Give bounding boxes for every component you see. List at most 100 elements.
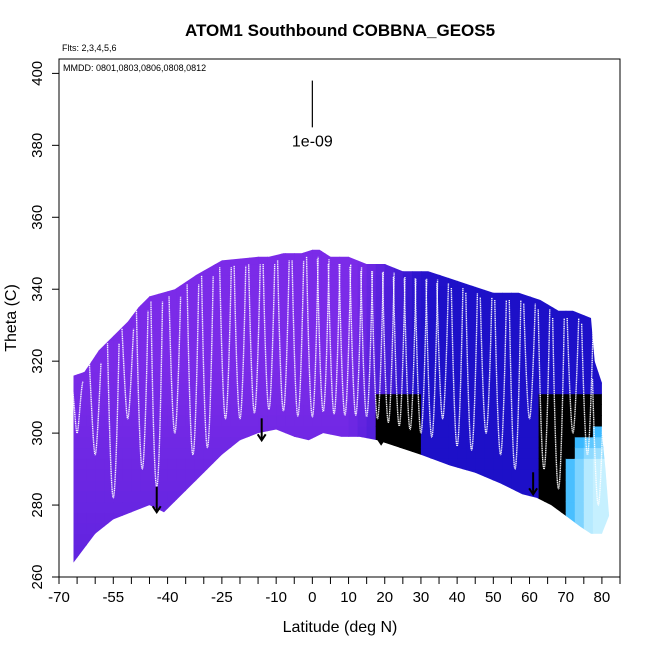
heatmap-cell — [249, 249, 259, 254]
heatmap-cell — [330, 307, 341, 319]
heatmap-cell — [312, 544, 322, 556]
heatmap-cell — [448, 274, 458, 287]
heatmap-cell — [230, 512, 241, 524]
heatmap-cell — [276, 523, 286, 535]
heatmap-cell — [230, 533, 241, 546]
heatmap-cell — [583, 339, 594, 351]
heatmap-cell — [212, 307, 223, 319]
heatmap-cell — [258, 479, 268, 492]
heatmap-cell — [484, 264, 494, 276]
heatmap-cell — [358, 566, 368, 577]
heatmap-cell — [484, 404, 494, 416]
heatmap-cell — [159, 566, 169, 577]
heatmap-cell — [285, 458, 295, 470]
heatmap-cell — [149, 328, 160, 341]
heatmap-cell — [538, 415, 549, 427]
heatmap-cell — [249, 512, 259, 524]
heatmap-cell — [77, 249, 87, 254]
heatmap-cell — [212, 512, 223, 524]
heatmap-cell — [276, 249, 286, 254]
heatmap-cell — [221, 249, 232, 254]
heatmap-cell — [583, 512, 594, 524]
heatmap-cell — [167, 501, 178, 513]
heatmap-cell — [77, 382, 87, 395]
heatmap-cell — [176, 361, 187, 373]
profile-line — [168, 296, 182, 434]
heatmap-cell — [240, 350, 250, 362]
heatmap-cell — [330, 479, 341, 492]
heatmap-cell — [348, 458, 359, 470]
heatmap-cell — [240, 458, 250, 470]
heatmap-cell — [556, 274, 567, 287]
heatmap-cell — [511, 458, 521, 470]
heatmap-cell — [529, 544, 540, 556]
heatmap-cell — [167, 458, 178, 470]
heatmap-cell — [77, 318, 87, 330]
heatmap-cell — [565, 415, 576, 427]
heatmap-cell — [601, 328, 610, 341]
heatmap-cell — [420, 361, 431, 373]
heatmap-cell — [547, 523, 558, 535]
heatmap-cell — [303, 232, 313, 243]
heatmap-cell — [448, 318, 458, 330]
heatmap-cell — [375, 544, 386, 556]
heatmap-cell — [59, 491, 69, 502]
profile-line — [233, 265, 247, 420]
heatmap-cell — [384, 264, 395, 276]
heatmap-cell — [402, 318, 413, 330]
heatmap-cell — [457, 318, 467, 330]
heatmap-cell — [511, 404, 521, 416]
heatmap-cell — [457, 393, 467, 405]
heatmap-cell — [511, 328, 521, 341]
heatmap-cell — [538, 533, 549, 546]
heatmap-cell — [393, 415, 404, 427]
heatmap-cell — [77, 490, 87, 503]
heatmap-cell — [493, 490, 503, 503]
heatmap-cell — [73, 415, 78, 427]
heatmap-cell — [167, 253, 178, 265]
heatmap-cell — [276, 253, 286, 265]
heatmap-cell — [448, 490, 458, 503]
heatmap-cell — [339, 274, 350, 287]
heatmap-cell — [122, 533, 132, 546]
heatmap-cell — [511, 232, 521, 243]
heatmap-cell — [601, 479, 610, 492]
heatmap-cell — [529, 393, 540, 405]
heatmap-cell — [131, 479, 141, 492]
heatmap-cell — [357, 393, 368, 405]
heatmap-cell — [466, 447, 476, 459]
heatmap-cell — [140, 479, 150, 492]
heatmap-cell — [203, 274, 214, 287]
heatmap-cell — [221, 372, 232, 384]
heatmap-cell — [556, 523, 567, 535]
heatmap-cell — [448, 458, 458, 470]
heatmap-cell — [77, 415, 87, 427]
heatmap-cell — [411, 372, 422, 384]
heatmap-cell — [384, 274, 395, 287]
flights-note: Flts: 2,3,4,5,6 — [62, 43, 117, 53]
heatmap-cell — [393, 253, 404, 265]
heatmap-cell — [240, 264, 250, 276]
heatmap-cell — [348, 393, 359, 405]
heatmap-cell — [221, 264, 232, 276]
heatmap-cell — [439, 350, 449, 362]
heatmap-cell — [312, 404, 322, 416]
heatmap-cell — [122, 296, 132, 308]
heatmap-cell — [466, 415, 476, 427]
heatmap-cell — [583, 490, 594, 503]
heatmap-cell — [502, 382, 512, 395]
heatmap-cell — [258, 566, 268, 577]
heatmap-cell — [511, 393, 521, 405]
heatmap-cell — [538, 393, 549, 405]
heatmap-cell — [538, 328, 549, 341]
heatmap-cell — [348, 490, 359, 503]
heatmap-cell — [203, 285, 214, 297]
heatmap-cell — [140, 249, 150, 254]
heatmap-cell — [158, 318, 169, 330]
heatmap-cell — [475, 469, 485, 481]
heatmap-cell — [520, 501, 531, 513]
heatmap-cell — [294, 382, 304, 395]
heatmap-cell — [77, 296, 87, 308]
profile-line — [371, 271, 384, 420]
heatmap-cell — [420, 264, 431, 276]
